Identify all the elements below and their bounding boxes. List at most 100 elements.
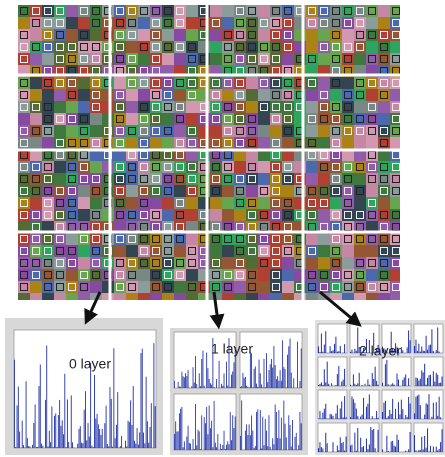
image-patch <box>78 245 90 257</box>
hist-bar <box>233 427 235 450</box>
patch-box <box>188 55 196 63</box>
hist-bar <box>322 412 324 419</box>
hist-bar <box>432 371 434 386</box>
image-patch <box>42 29 54 41</box>
patch-box <box>92 43 100 51</box>
image-patch <box>270 173 282 185</box>
image-patch <box>282 173 294 185</box>
hist-bar <box>293 378 295 388</box>
image-patch <box>150 269 162 281</box>
hist-bar <box>390 384 392 386</box>
hist-bar <box>326 361 328 386</box>
hist-bar <box>416 378 418 386</box>
hist-bar <box>414 346 416 353</box>
image-patch <box>126 245 138 257</box>
patch-box <box>356 79 364 87</box>
hist-bar <box>57 414 59 448</box>
hist-bar <box>368 384 370 386</box>
hist-bar <box>214 442 216 450</box>
hist-bar <box>382 346 384 353</box>
image-patch <box>390 41 400 53</box>
image-patch <box>174 281 186 293</box>
hist-bar <box>95 418 97 448</box>
image-patch <box>306 125 318 137</box>
hist-bar <box>425 447 427 452</box>
patch-box <box>380 139 388 147</box>
image-patch <box>102 173 114 185</box>
patch-box <box>260 259 268 267</box>
hist-bar <box>345 417 347 419</box>
hist-bar <box>332 442 334 452</box>
hist-bar <box>188 442 190 450</box>
hist-bar <box>223 430 225 450</box>
hist-bar <box>287 354 288 388</box>
image-patch <box>366 245 378 257</box>
hist-bar <box>275 379 277 388</box>
image-patch <box>90 77 102 89</box>
patch-box <box>236 31 244 39</box>
hist-bar <box>284 368 286 388</box>
hist-bar <box>82 443 84 448</box>
hist-bar <box>193 382 195 388</box>
patch-box <box>80 163 88 171</box>
hist-bar <box>432 446 434 452</box>
patch-box <box>212 187 220 195</box>
image-patch <box>378 29 390 41</box>
hist-bar <box>338 351 340 353</box>
hist-bar <box>432 402 434 419</box>
hist-bar <box>24 447 26 448</box>
patch-box <box>20 139 28 147</box>
patch-box <box>248 43 256 51</box>
image-patch <box>42 197 54 209</box>
patch-box <box>320 7 328 15</box>
image-patch <box>102 185 114 197</box>
hist-bar <box>26 438 28 448</box>
patch-box <box>380 43 388 51</box>
image-patch <box>18 41 30 53</box>
image-patch <box>174 29 186 41</box>
image-patch <box>342 173 354 185</box>
hist-bar <box>351 444 353 452</box>
patch-box <box>116 43 124 51</box>
hist-bar <box>344 368 346 386</box>
patch-box <box>272 247 280 255</box>
patch-box <box>176 79 184 87</box>
hist-bar <box>373 428 375 452</box>
image-patch <box>306 209 318 221</box>
patch-box <box>332 247 340 255</box>
image-patch <box>210 89 222 101</box>
hist-bar <box>240 386 241 388</box>
patch-box <box>320 91 328 99</box>
image-patch <box>234 5 246 17</box>
patch-box <box>44 187 52 195</box>
hist-bar <box>174 434 175 450</box>
patch-box <box>68 199 76 207</box>
hist-bar <box>374 366 376 386</box>
patch-box <box>236 115 244 123</box>
hist-bar <box>267 446 269 450</box>
patch-box <box>356 19 364 27</box>
image-patch <box>210 125 222 137</box>
patch-box <box>80 139 88 147</box>
hist-bar <box>329 413 331 419</box>
patch-box <box>20 247 28 255</box>
hist-bar <box>277 438 279 450</box>
image-patch <box>114 221 126 233</box>
patch-box <box>356 43 364 51</box>
patch-box <box>188 79 196 87</box>
patch-box <box>344 19 352 27</box>
patch-box <box>236 175 244 183</box>
patch-box <box>32 19 40 27</box>
image-patch <box>78 161 90 173</box>
image-patch <box>378 137 390 149</box>
image-patch <box>42 245 54 257</box>
hist-bar <box>298 445 300 450</box>
hist-bar <box>264 387 266 388</box>
patch-box <box>260 43 268 51</box>
image-patch <box>342 101 354 113</box>
hist-bar <box>283 400 285 450</box>
image-patch <box>210 233 222 245</box>
image-patch <box>246 113 258 125</box>
patch-box <box>68 175 76 183</box>
image-patch <box>366 185 378 197</box>
